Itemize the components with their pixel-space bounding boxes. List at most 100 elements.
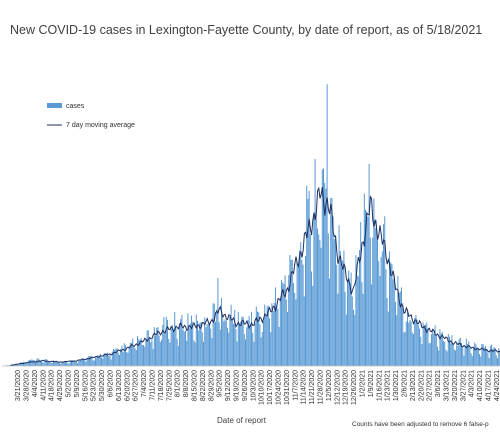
bar	[162, 324, 164, 366]
bar	[73, 361, 75, 366]
bar	[47, 360, 49, 366]
bar	[97, 355, 99, 366]
bar	[421, 344, 423, 366]
x-tick-label: 5/30/2020	[99, 370, 106, 401]
bar	[427, 328, 429, 366]
x-tick-label: 11/28/2020	[318, 370, 325, 405]
bar	[439, 329, 441, 366]
bar	[141, 344, 143, 366]
bar	[324, 182, 326, 366]
bar	[145, 339, 147, 366]
moving-average-line	[10, 186, 500, 366]
bar	[230, 304, 232, 366]
bar	[231, 318, 233, 366]
bar	[289, 255, 291, 366]
x-tick-label: 10/31/2020	[284, 370, 291, 405]
bar	[57, 361, 59, 366]
bar	[300, 242, 302, 366]
bar	[483, 347, 485, 366]
bar	[469, 346, 471, 366]
x-axis-title: Date of report	[217, 416, 267, 425]
bar	[348, 270, 350, 366]
bar	[471, 356, 473, 366]
bar	[139, 340, 141, 366]
bar	[326, 84, 328, 366]
x-tick-label: 7/11/2020	[150, 370, 157, 401]
bar	[494, 348, 496, 366]
bar	[462, 347, 464, 366]
bar	[116, 348, 118, 366]
x-tick-label: 11/21/2020	[309, 370, 316, 405]
x-tick-label: 3/13/2021	[444, 370, 451, 401]
bar	[458, 339, 460, 366]
bar	[213, 303, 215, 366]
x-tick-label: 10/10/2020	[259, 370, 266, 405]
bar	[29, 360, 31, 366]
bar	[450, 343, 452, 366]
bar	[415, 314, 417, 366]
x-tick-label: 8/22/2020	[200, 370, 207, 401]
bar	[66, 361, 68, 366]
bar	[284, 275, 286, 366]
x-tick-label: 1/9/2021	[368, 370, 375, 397]
x-tick-label: 12/19/2020	[343, 370, 350, 405]
bar	[185, 330, 187, 366]
bar	[420, 336, 422, 366]
bar	[329, 278, 331, 366]
bar	[14, 364, 16, 366]
bar	[404, 331, 406, 366]
bar	[366, 211, 368, 366]
bar	[271, 303, 273, 366]
bar	[242, 316, 244, 366]
bar	[259, 324, 261, 366]
bar	[432, 330, 434, 366]
bar	[440, 333, 442, 366]
bar	[249, 325, 251, 366]
bar	[386, 298, 388, 366]
x-tick-label: 9/12/2020	[225, 370, 232, 401]
bar	[341, 267, 343, 366]
bar	[93, 360, 95, 366]
bar	[35, 361, 37, 366]
bar	[30, 359, 32, 366]
bar	[288, 275, 290, 366]
bar	[378, 261, 380, 366]
bar	[179, 323, 181, 366]
x-tick-labels: 3/21/2020 3/28/2020 4/4/2020 4/11/2020 4/18/…	[15, 370, 500, 405]
bar	[89, 356, 91, 366]
bar	[296, 262, 298, 366]
bar	[86, 358, 88, 366]
bar	[372, 237, 374, 366]
bar	[144, 346, 146, 366]
bar	[132, 338, 134, 366]
bar	[248, 316, 250, 366]
bar	[216, 309, 218, 366]
bar	[387, 311, 389, 366]
bar	[61, 361, 63, 366]
bar	[393, 274, 395, 366]
x-tick-label: 7/4/2020	[141, 370, 148, 397]
bar	[331, 197, 333, 366]
bar	[123, 343, 125, 366]
bar	[138, 339, 140, 366]
x-tick-label: 4/11/2020	[40, 370, 47, 401]
bar	[71, 360, 73, 366]
x-tick-label: 7/18/2020	[158, 370, 165, 401]
x-tick-label: 4/4/2020	[32, 370, 39, 397]
bar	[306, 185, 308, 366]
bar	[305, 255, 307, 366]
bar	[206, 324, 208, 366]
bar	[369, 237, 371, 366]
bar	[121, 345, 123, 366]
bar	[273, 302, 275, 366]
bar	[217, 277, 219, 366]
bar	[236, 341, 238, 366]
bar	[423, 327, 425, 366]
bar	[302, 264, 304, 366]
bar	[422, 322, 424, 366]
bar	[83, 359, 85, 366]
x-tick-label: 3/27/2021	[460, 370, 467, 401]
bar	[108, 356, 110, 366]
x-tick-label: 8/15/2020	[192, 370, 199, 401]
bar	[269, 318, 271, 366]
